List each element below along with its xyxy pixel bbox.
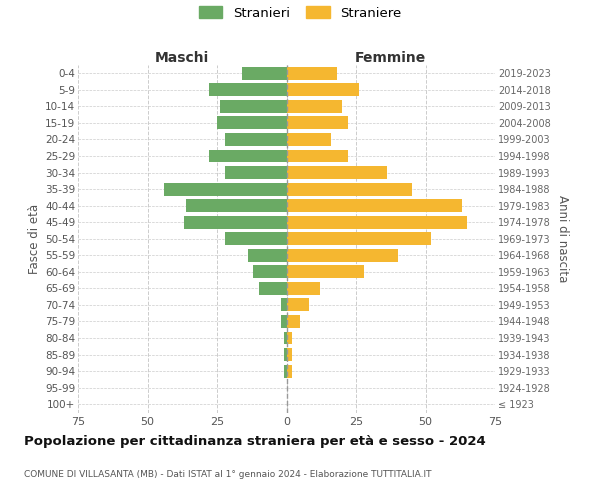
Bar: [253, 266, 287, 278]
Bar: [287, 116, 347, 130]
Bar: [284, 332, 287, 344]
Bar: [287, 166, 386, 179]
Bar: [287, 249, 398, 262]
Bar: [287, 332, 292, 344]
Bar: [220, 100, 287, 113]
Bar: [209, 84, 287, 96]
Bar: [217, 116, 287, 130]
Text: Femmine: Femmine: [355, 51, 427, 65]
Bar: [226, 232, 287, 245]
Y-axis label: Fasce di età: Fasce di età: [28, 204, 41, 274]
Legend: Stranieri, Straniere: Stranieri, Straniere: [193, 1, 407, 25]
Bar: [287, 298, 309, 312]
Bar: [287, 67, 337, 80]
Bar: [287, 133, 331, 146]
Bar: [287, 150, 347, 162]
Bar: [284, 364, 287, 378]
Text: Popolazione per cittadinanza straniera per età e sesso - 2024: Popolazione per cittadinanza straniera p…: [24, 435, 486, 448]
Bar: [287, 84, 359, 96]
Bar: [281, 315, 287, 328]
Bar: [287, 266, 364, 278]
Y-axis label: Anni di nascita: Anni di nascita: [556, 195, 569, 282]
Bar: [209, 150, 287, 162]
Bar: [259, 282, 287, 295]
Text: COMUNE DI VILLASANTA (MB) - Dati ISTAT al 1° gennaio 2024 - Elaborazione TUTTITA: COMUNE DI VILLASANTA (MB) - Dati ISTAT a…: [24, 470, 431, 479]
Bar: [164, 182, 287, 196]
Bar: [242, 67, 287, 80]
Bar: [287, 182, 412, 196]
Text: Maschi: Maschi: [155, 51, 209, 65]
Bar: [187, 199, 287, 212]
Bar: [287, 100, 342, 113]
Bar: [226, 166, 287, 179]
Bar: [287, 282, 320, 295]
Bar: [281, 298, 287, 312]
Bar: [287, 364, 292, 378]
Bar: [287, 199, 461, 212]
Bar: [287, 216, 467, 228]
Bar: [287, 232, 431, 245]
Bar: [184, 216, 287, 228]
Bar: [287, 348, 292, 361]
Bar: [284, 348, 287, 361]
Bar: [287, 315, 301, 328]
Bar: [226, 133, 287, 146]
Bar: [248, 249, 287, 262]
